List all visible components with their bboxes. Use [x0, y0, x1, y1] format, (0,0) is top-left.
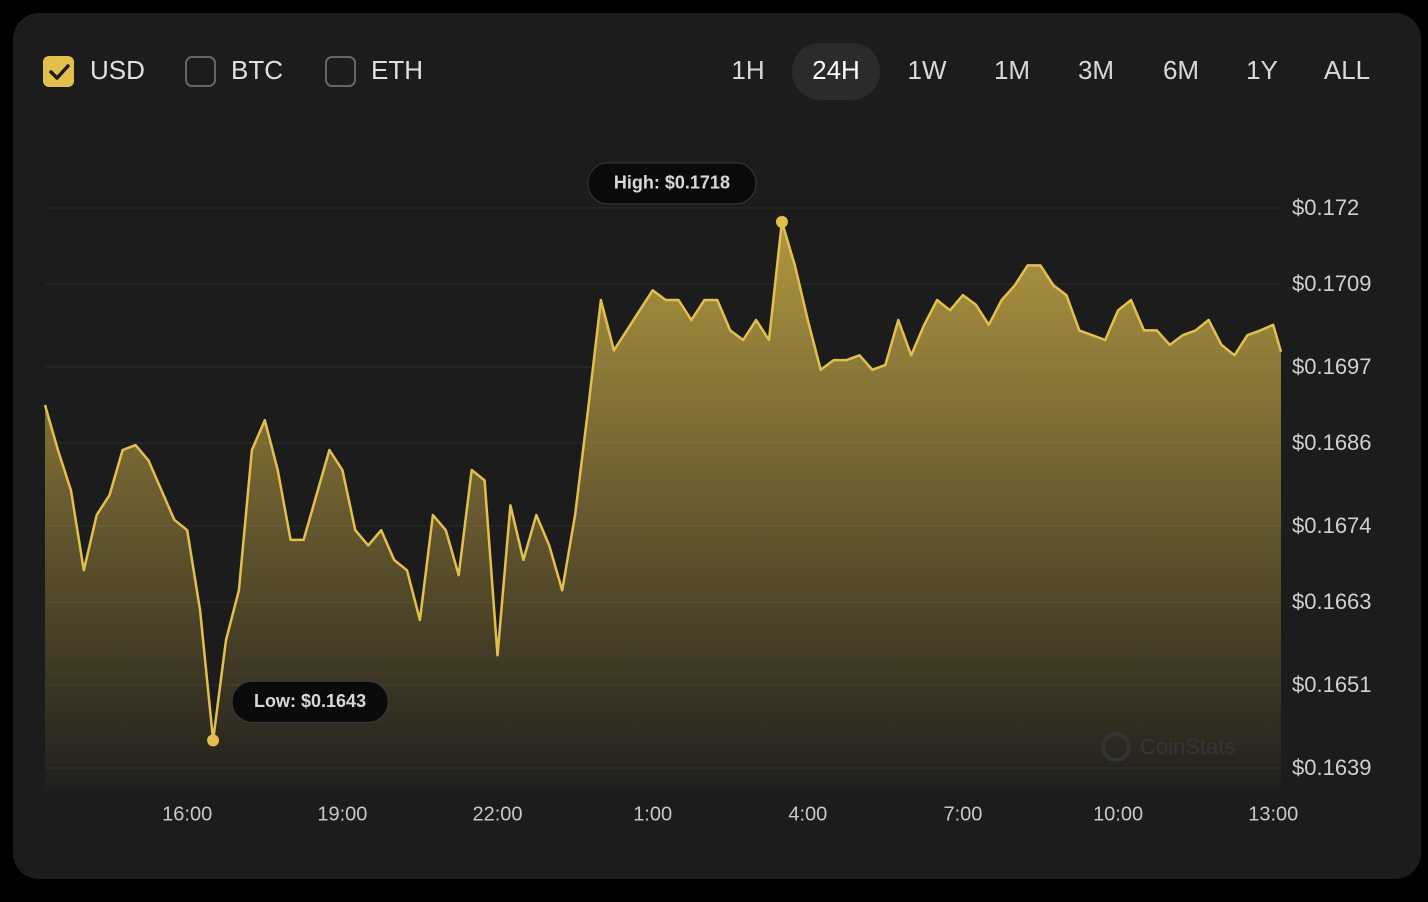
range-button[interactable]: ALL [1324, 55, 1370, 85]
checkbox[interactable] [325, 56, 356, 87]
range-button[interactable]: 6M [1163, 55, 1199, 85]
y-tick-label: $0.172 [1292, 195, 1359, 220]
area-fill [45, 221, 1281, 791]
watermark-icon [1101, 732, 1131, 762]
range-active-bg [792, 43, 880, 100]
watermark-group: CoinStats [1101, 732, 1235, 762]
x-tick-label: 10:00 [1093, 803, 1143, 825]
y-tick-label: $0.1674 [1292, 513, 1372, 538]
y-tick-label: $0.1686 [1292, 430, 1372, 455]
annotation-box [587, 162, 757, 205]
watermark: CoinStats [1140, 734, 1235, 759]
y-tick-label: $0.1639 [1292, 755, 1372, 780]
y-tick-label: $0.1697 [1292, 354, 1372, 379]
currency-label[interactable]: BTC [231, 55, 283, 85]
range-button[interactable]: 1H [731, 55, 764, 85]
x-tick-label: 4:00 [788, 803, 827, 825]
annotation-box [231, 680, 389, 723]
y-tick-label: $0.1651 [1292, 672, 1372, 697]
x-tick-label: 13:00 [1248, 803, 1298, 825]
price-line [43, 220, 1283, 742]
range-button[interactable]: 1W [908, 55, 947, 85]
range-button[interactable]: 1M [994, 55, 1030, 85]
extreme-marker [207, 734, 220, 747]
extreme-marker [775, 215, 788, 228]
annotation: Low: $0.1643 [254, 691, 366, 711]
y-tick-label: $0.1663 [1292, 589, 1372, 614]
x-tick-label: 19:00 [317, 803, 367, 825]
x-tick-label: 7:00 [943, 803, 982, 825]
x-tick-label: 16:00 [162, 803, 212, 825]
checkmark [49, 64, 70, 80]
currency-label[interactable]: USD [90, 55, 145, 85]
checkbox-checked[interactable] [43, 56, 74, 87]
range-button[interactable]: 3M [1078, 55, 1114, 85]
x-tick-label: 1:00 [633, 803, 672, 825]
checkbox[interactable] [185, 56, 216, 87]
annotation: High: $0.1718 [614, 173, 730, 193]
range-button[interactable]: 1Y [1246, 55, 1278, 85]
y-tick-label: $0.1709 [1292, 271, 1372, 296]
currency-label[interactable]: ETH [371, 55, 423, 85]
x-tick-label: 22:00 [472, 803, 522, 825]
range-button[interactable]: 24H [812, 55, 860, 85]
